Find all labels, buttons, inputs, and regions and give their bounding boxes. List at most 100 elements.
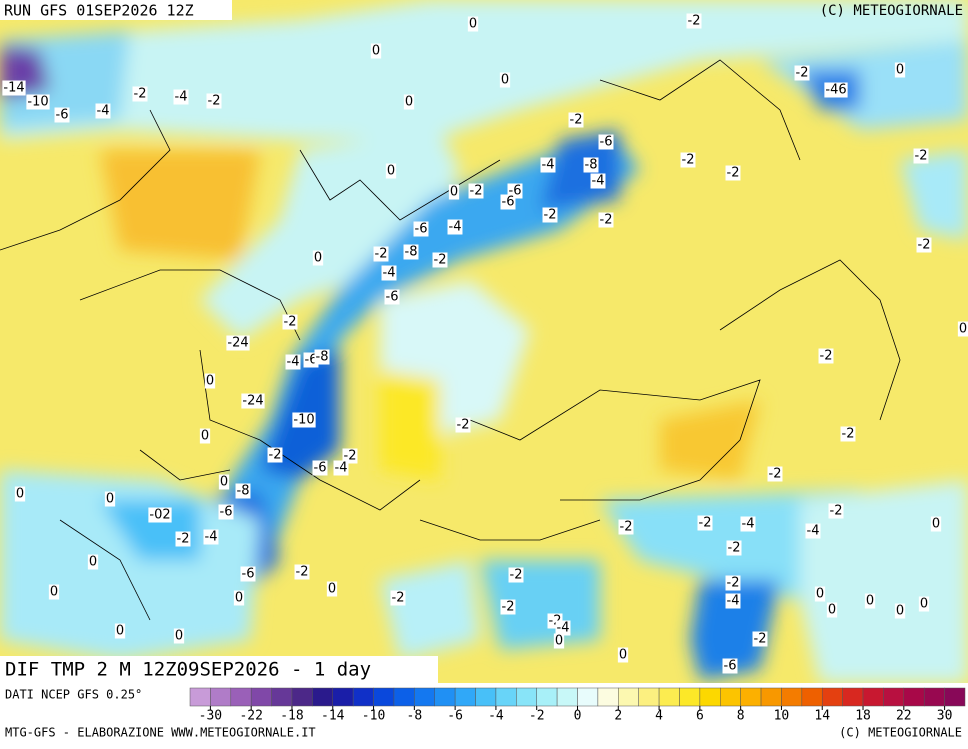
contour-label: -4 bbox=[742, 517, 755, 532]
contour-label: 0 bbox=[469, 17, 477, 32]
label-bg bbox=[553, 633, 565, 649]
colorbar-swatch bbox=[699, 687, 721, 707]
label-bg bbox=[413, 221, 429, 237]
colorbar-swatch bbox=[373, 687, 395, 707]
contour-label: 0 bbox=[896, 63, 904, 78]
run-box bbox=[0, 0, 232, 20]
contour-label: -2 bbox=[434, 253, 447, 268]
contour-label: -6 bbox=[305, 353, 318, 368]
contour-label: -24 bbox=[242, 394, 263, 409]
colorbar-swatch bbox=[536, 687, 558, 707]
contour-label: 0 bbox=[555, 634, 563, 649]
colorbar-swatch bbox=[781, 687, 803, 707]
label-bg bbox=[48, 584, 60, 600]
contour-label: -4 bbox=[542, 158, 555, 173]
contour-label: -2 bbox=[769, 467, 782, 482]
contour-label: -2 bbox=[344, 449, 357, 464]
label-bg bbox=[87, 554, 99, 570]
contour-label: 0 bbox=[201, 429, 209, 444]
label-bg bbox=[447, 219, 463, 235]
label-bg bbox=[233, 590, 245, 606]
contour-label: -6 bbox=[724, 659, 737, 674]
label-bg bbox=[725, 593, 741, 609]
contour-label: 0 bbox=[405, 95, 413, 110]
label-bg bbox=[468, 183, 484, 199]
colorbar-swatch bbox=[842, 687, 864, 707]
label-bg bbox=[725, 575, 741, 591]
contour-label: -2 bbox=[570, 113, 583, 128]
label-bg bbox=[598, 212, 614, 228]
contour-label: 0 bbox=[828, 603, 836, 618]
colorbar-label: 6 bbox=[696, 709, 704, 724]
contour-label: 0 bbox=[959, 322, 967, 337]
label-bg bbox=[824, 82, 848, 98]
contour-label: -10 bbox=[27, 95, 48, 110]
colorbar-swatch bbox=[720, 687, 741, 707]
label-bg bbox=[864, 593, 876, 609]
label-bg bbox=[206, 93, 222, 109]
label-bg bbox=[618, 519, 634, 535]
contour-label: -4 bbox=[335, 461, 348, 476]
colorbar-label: -8 bbox=[407, 709, 423, 724]
contour-label: 0 bbox=[372, 44, 380, 59]
label-bg bbox=[381, 265, 397, 281]
label-bg bbox=[173, 628, 185, 644]
colorbar-label: 10 bbox=[774, 709, 790, 724]
label-bg bbox=[204, 373, 216, 389]
contour-label: 0 bbox=[175, 629, 183, 644]
label-bg bbox=[385, 163, 397, 179]
contour-label: -2 bbox=[728, 541, 741, 556]
label-bg bbox=[95, 103, 111, 119]
colorbar-label: 14 bbox=[814, 709, 830, 724]
contour-label: 0 bbox=[116, 624, 124, 639]
contour-label: 0 bbox=[16, 487, 24, 502]
contour-label: -2 bbox=[284, 315, 297, 330]
label-bg bbox=[680, 152, 696, 168]
label-bg bbox=[267, 447, 283, 463]
label-bg bbox=[199, 428, 211, 444]
contour-label: -24 bbox=[227, 336, 248, 351]
colorbar-swatch bbox=[903, 687, 925, 707]
colorbar-label: 30 bbox=[937, 709, 953, 724]
colorbar-swatch bbox=[393, 687, 415, 707]
label-bg bbox=[326, 581, 338, 597]
colorbar-swatch bbox=[618, 687, 639, 707]
colorbar-swatch bbox=[597, 687, 619, 707]
label-bg bbox=[114, 623, 126, 639]
contour-label: 0 bbox=[920, 597, 928, 612]
contour-label: -4 bbox=[287, 355, 300, 370]
contour-label: -2 bbox=[375, 247, 388, 262]
label-bg bbox=[218, 504, 234, 520]
contour-label: -2 bbox=[918, 238, 931, 253]
contour-label: -2 bbox=[457, 418, 470, 433]
label-bg bbox=[467, 16, 479, 32]
contour-label: -4 bbox=[727, 594, 740, 609]
colorbar-label: 4 bbox=[655, 709, 663, 724]
label-bg bbox=[455, 417, 471, 433]
contour-label: -2 bbox=[688, 14, 701, 29]
label-bg bbox=[448, 184, 460, 200]
label-bg bbox=[294, 564, 310, 580]
contour-label: -4 bbox=[449, 220, 462, 235]
colorbar: -30 -22 -18 -14 -10 -8 -6 -4 -2 0 2 4 6 8 10 14 18 22 30 bbox=[189, 687, 966, 724]
label-bg bbox=[930, 516, 942, 532]
colorbar-swatch bbox=[944, 687, 966, 707]
colorbar-swatch bbox=[883, 687, 905, 707]
label-bg bbox=[697, 515, 713, 531]
contour-label: -2 bbox=[510, 568, 523, 583]
contour-label: -2 bbox=[915, 149, 928, 164]
label-bg bbox=[342, 448, 358, 464]
colorbar-swatch bbox=[475, 687, 497, 707]
contour-label: -2 bbox=[682, 153, 695, 168]
contour-label: 0 bbox=[387, 164, 395, 179]
colorbar-swatch bbox=[638, 687, 660, 707]
contour-label: -2 bbox=[754, 632, 767, 647]
contour-label: 0 bbox=[619, 648, 627, 663]
map-title: DIF TMP 2 M 12Z09SEP2026 - 1 day bbox=[5, 659, 371, 681]
label-bg bbox=[500, 599, 516, 615]
contour-label: -2 bbox=[727, 576, 740, 591]
contour-label: -2 bbox=[820, 349, 833, 364]
label-bg bbox=[333, 460, 349, 476]
